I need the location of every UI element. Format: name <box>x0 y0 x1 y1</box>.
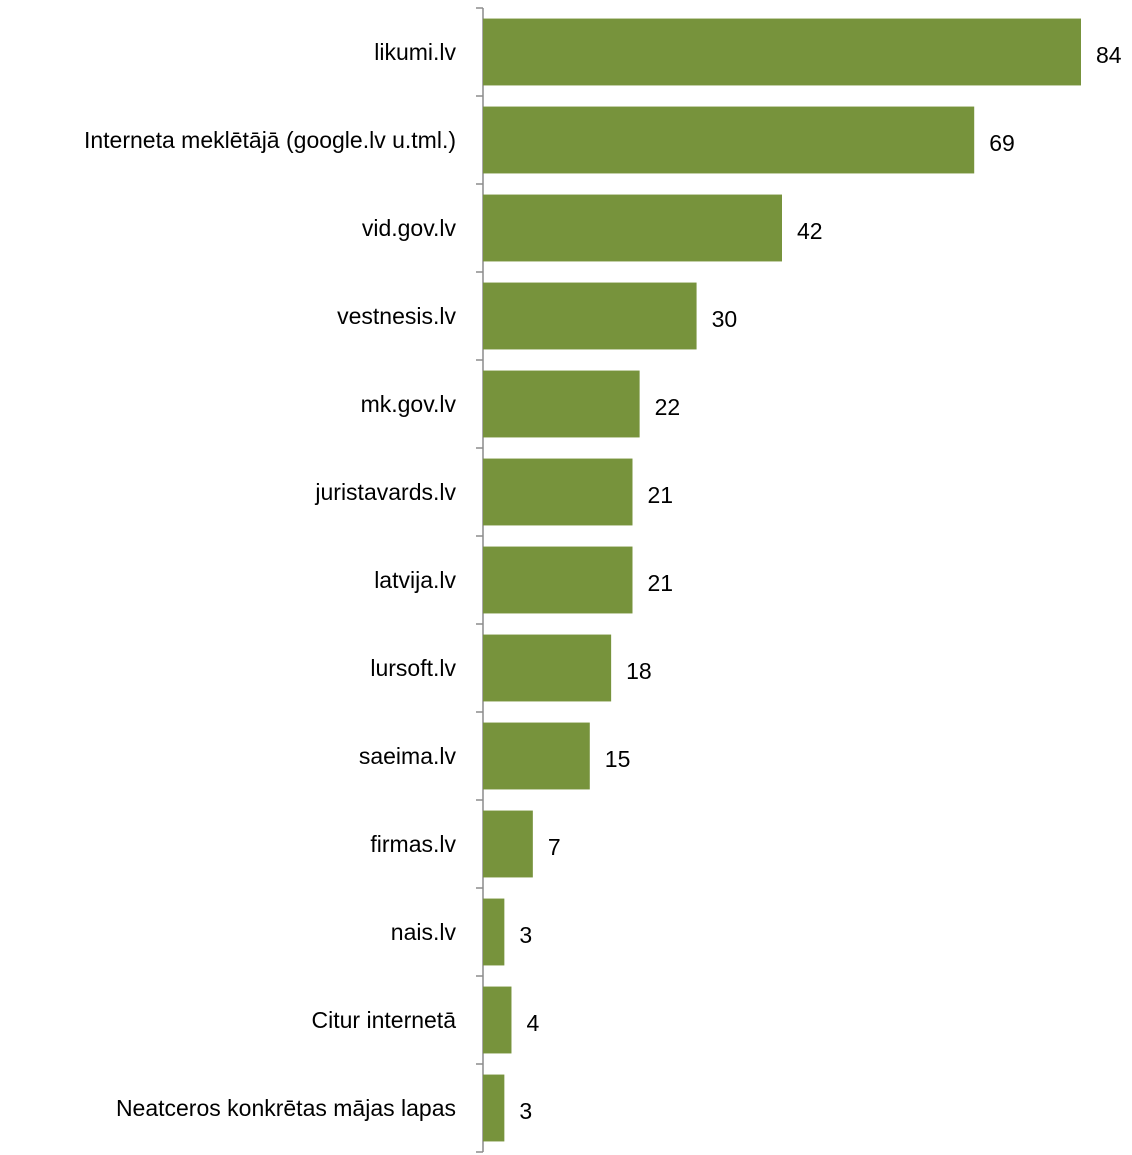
category-labels: likumi.lv Interneta meklētājā (google.lv … <box>84 39 457 1121</box>
category-label: Neatceros konkrētas mājas lapas <box>116 1095 456 1121</box>
bar <box>483 810 533 878</box>
value-label: 42 <box>797 218 823 244</box>
bar <box>483 898 505 966</box>
value-label: 15 <box>605 746 631 772</box>
bar <box>483 634 612 702</box>
category-label: mk.gov.lv <box>361 391 457 417</box>
value-label: 22 <box>655 394 681 420</box>
bar <box>483 458 633 526</box>
category-label: saeima.lv <box>359 743 457 769</box>
value-label: 30 <box>712 306 738 332</box>
value-label: 69 <box>989 130 1015 156</box>
bar <box>483 546 633 614</box>
value-label: 84 <box>1096 42 1122 68</box>
bar <box>483 282 697 350</box>
value-label: 21 <box>648 570 674 596</box>
value-label: 3 <box>519 922 532 948</box>
category-label: firmas.lv <box>370 831 456 857</box>
category-label: Interneta meklētājā (google.lv u.tml.) <box>84 127 456 153</box>
value-label: 3 <box>519 1098 532 1124</box>
value-label: 4 <box>526 1010 539 1036</box>
category-label: likumi.lv <box>374 39 456 65</box>
bar <box>483 986 512 1054</box>
category-label: lursoft.lv <box>370 655 456 681</box>
category-label: vestnesis.lv <box>337 303 456 329</box>
bar <box>483 722 590 790</box>
bar <box>483 370 640 438</box>
value-label: 7 <box>548 834 561 860</box>
y-axis <box>476 7 484 1153</box>
bar <box>483 106 975 174</box>
category-label: Citur internetā <box>312 1007 457 1033</box>
bar <box>483 1074 505 1142</box>
category-label: vid.gov.lv <box>362 215 457 241</box>
category-label: latvija.lv <box>374 567 456 593</box>
value-labels: 84 69 42 30 22 21 21 18 15 7 3 4 3 <box>519 42 1121 1124</box>
bar <box>483 194 782 262</box>
category-label: juristavards.lv <box>314 479 456 505</box>
value-label: 18 <box>626 658 652 684</box>
bar <box>483 18 1081 86</box>
value-label: 21 <box>648 482 674 508</box>
category-label: nais.lv <box>391 919 457 945</box>
bars <box>483 18 1081 1142</box>
